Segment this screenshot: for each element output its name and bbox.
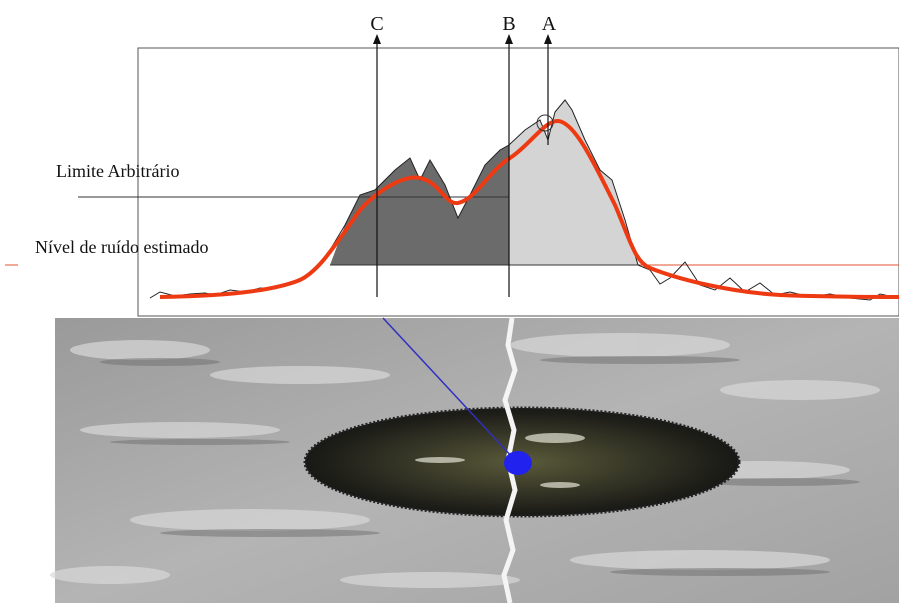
noise-label: Nível de ruído estimado (35, 237, 208, 257)
marker-label: C (370, 13, 383, 35)
arrowheads (373, 34, 552, 44)
figure: C B A Limite Arbitrário Nível de ruído e… (0, 0, 899, 603)
terrain-image (50, 318, 899, 603)
marker-label: A (542, 13, 557, 35)
marker-label: B (502, 13, 515, 35)
threshold-label: Limite Arbitrário (56, 161, 179, 181)
